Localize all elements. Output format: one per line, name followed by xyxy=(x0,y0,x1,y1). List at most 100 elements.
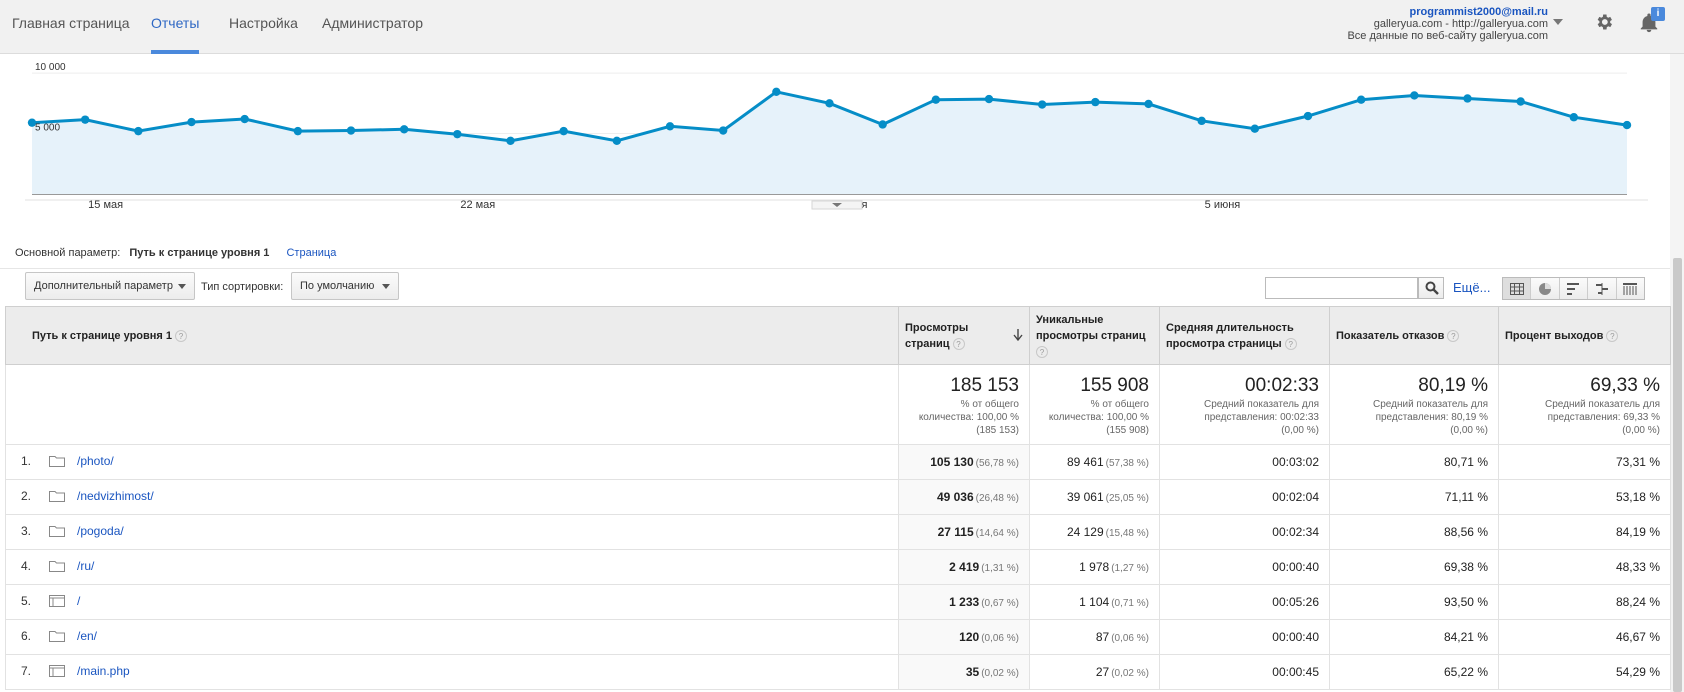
row-path-link[interactable]: / xyxy=(77,594,81,609)
chart-point[interactable] xyxy=(506,136,515,145)
chart-point[interactable] xyxy=(825,99,834,108)
notification-badge[interactable]: i xyxy=(1651,7,1665,21)
column-header-pageviews[interactable]: Просмотры страниц? xyxy=(898,306,1030,365)
help-icon[interactable]: ? xyxy=(1284,337,1297,350)
help-icon[interactable]: ? xyxy=(175,329,188,342)
total-note: представления: 00:02:33 xyxy=(1204,412,1319,423)
folder-icon xyxy=(49,630,77,645)
sort-type-value: По умолчанию xyxy=(300,280,375,292)
chart-point[interactable] xyxy=(293,126,303,136)
chart-point[interactable] xyxy=(1144,99,1153,109)
dimension-cell: 1. /photo/ xyxy=(5,444,899,480)
table-row: 6./en/120 (0,06 %) 87 (0,06 %) 00:00:40 84,21… xyxy=(5,619,1671,655)
secondary-dimension-dropdown[interactable]: Дополнительный параметр xyxy=(25,272,195,300)
total-note: представления: 80,19 % xyxy=(1375,412,1488,423)
total-note: (0,00 %) xyxy=(1450,425,1488,436)
chart-point[interactable] xyxy=(984,94,994,104)
pageviews-cell: 120 (0,06 %) xyxy=(898,619,1030,655)
column-header-bounce-rate[interactable]: Показатель отказов? xyxy=(1329,306,1499,365)
column-header-exit-rate[interactable]: Процент выходов? xyxy=(1498,306,1671,365)
chart-point[interactable] xyxy=(1250,124,1260,133)
help-icon[interactable]: ? xyxy=(1447,329,1460,342)
chart-point[interactable] xyxy=(612,136,622,145)
chart-point[interactable] xyxy=(1410,91,1419,100)
view-pivot-button[interactable] xyxy=(1617,278,1644,299)
tab-home[interactable]: Главная страница xyxy=(12,15,130,31)
table-row: 5./1 233 (0,67 %) 1 104 (0,71 %) 00:05:26 93,… xyxy=(5,584,1671,620)
chart-point[interactable] xyxy=(1197,116,1206,126)
account-selector[interactable]: programmist2000@mail.ru galleryua.com - … xyxy=(1347,6,1548,42)
primary-dimension-label: Основной параметр: xyxy=(15,247,121,259)
chart-point[interactable] xyxy=(1569,113,1579,122)
unique-pageviews-percent: (0,02 %) xyxy=(1111,668,1149,679)
unique-pageviews-percent: (0,06 %) xyxy=(1111,633,1149,644)
chart-point[interactable] xyxy=(1091,97,1100,107)
scrollbar-thumb[interactable] xyxy=(1673,258,1682,692)
account-email: programmist2000@mail.ru xyxy=(1409,6,1549,18)
chart-point[interactable] xyxy=(134,126,143,136)
row-path-link[interactable]: /ru/ xyxy=(77,559,95,574)
chart-point[interactable] xyxy=(27,118,37,127)
tab-reports[interactable]: Отчеты xyxy=(151,0,200,54)
chart-point[interactable] xyxy=(718,126,728,135)
tab-admin[interactable]: Администратор xyxy=(322,15,424,31)
total-note: Средний показатель для xyxy=(1204,399,1319,410)
chart-point[interactable] xyxy=(399,125,409,134)
chart-point[interactable] xyxy=(772,87,781,97)
chart-point[interactable] xyxy=(1463,94,1472,103)
chart-point[interactable] xyxy=(1303,111,1313,121)
gear-icon[interactable] xyxy=(1594,12,1614,32)
exit-rate-cell: 88,24 % xyxy=(1498,584,1671,620)
column-header-unique-pageviews[interactable]: Уникальные просмотры страниц ? xyxy=(1029,306,1160,365)
chart-point[interactable] xyxy=(931,95,941,104)
pageviews-percent: (56,78 %) xyxy=(975,458,1019,469)
view-comparison-button[interactable] xyxy=(1588,278,1617,299)
row-path-link[interactable]: /nedvizhimost/ xyxy=(77,489,154,504)
row-path-link[interactable]: /en/ xyxy=(77,629,98,644)
view-table-button[interactable] xyxy=(1503,278,1532,299)
chart-point[interactable] xyxy=(1516,97,1525,106)
chart-point[interactable] xyxy=(559,126,568,136)
unique-pageviews-value: 39 061 xyxy=(1066,490,1104,504)
total-note: количества: 100,00 % xyxy=(1048,412,1149,423)
column-header-dimension[interactable]: Путь к странице уровня 1? xyxy=(5,306,899,365)
chart-point[interactable] xyxy=(346,126,356,135)
tab-settings[interactable]: Настройка xyxy=(229,15,298,31)
column-header-avg-time[interactable]: Средняя длительность просмотра страницы? xyxy=(1159,306,1330,365)
table-row: 7./main.php 35 (0,02 %) 27 (0,02 %) 00:00:45 6… xyxy=(5,654,1671,690)
row-path-link[interactable]: /photo/ xyxy=(77,454,114,469)
y-tick-label: 10 000 xyxy=(35,62,66,73)
search-button[interactable] xyxy=(1418,277,1444,299)
unique-pageviews-value: 89 461 xyxy=(1066,455,1104,469)
chart-point[interactable] xyxy=(665,122,675,131)
help-icon[interactable]: ? xyxy=(1036,345,1048,358)
chart-collapse-toggle[interactable] xyxy=(811,200,863,210)
total-note: (185 153) xyxy=(976,425,1019,436)
row-path-link[interactable]: /pogoda/ xyxy=(77,524,124,539)
chevron-down-icon[interactable] xyxy=(1553,19,1563,25)
table-search-input[interactable] xyxy=(1265,277,1418,299)
unique-pageviews-value: 24 129 xyxy=(1066,525,1104,539)
chart-point[interactable] xyxy=(1037,100,1047,109)
chart-point[interactable] xyxy=(878,120,887,129)
bar-chart-icon xyxy=(1566,282,1579,295)
chart-point[interactable] xyxy=(1622,120,1632,130)
chart-point[interactable] xyxy=(80,115,90,124)
help-icon[interactable]: ? xyxy=(952,337,965,350)
help-icon[interactable]: ? xyxy=(1606,329,1619,342)
view-performance-button[interactable] xyxy=(1560,278,1589,299)
sort-type-dropdown[interactable]: По умолчанию xyxy=(291,272,399,300)
chart-point[interactable] xyxy=(187,117,196,127)
pageviews-percent: (14,64 %) xyxy=(975,528,1019,539)
chart-point[interactable] xyxy=(1356,95,1366,104)
unique-pageviews-cell: 39 061 (25,05 %) xyxy=(1029,479,1160,515)
pageviews-percent: (0,02 %) xyxy=(981,668,1019,679)
more-options-link[interactable]: Ещё... xyxy=(1453,280,1491,295)
totals-row: 185 153 % от общего количества: 100,00 %… xyxy=(5,364,1671,445)
chart-point[interactable] xyxy=(240,114,249,124)
row-path-link[interactable]: /main.php xyxy=(77,664,130,679)
dimension-link-page[interactable]: Страница xyxy=(286,247,337,259)
chart-point[interactable] xyxy=(453,129,462,139)
total-note: (0,00 %) xyxy=(1622,425,1660,436)
view-pie-button[interactable] xyxy=(1531,278,1560,299)
